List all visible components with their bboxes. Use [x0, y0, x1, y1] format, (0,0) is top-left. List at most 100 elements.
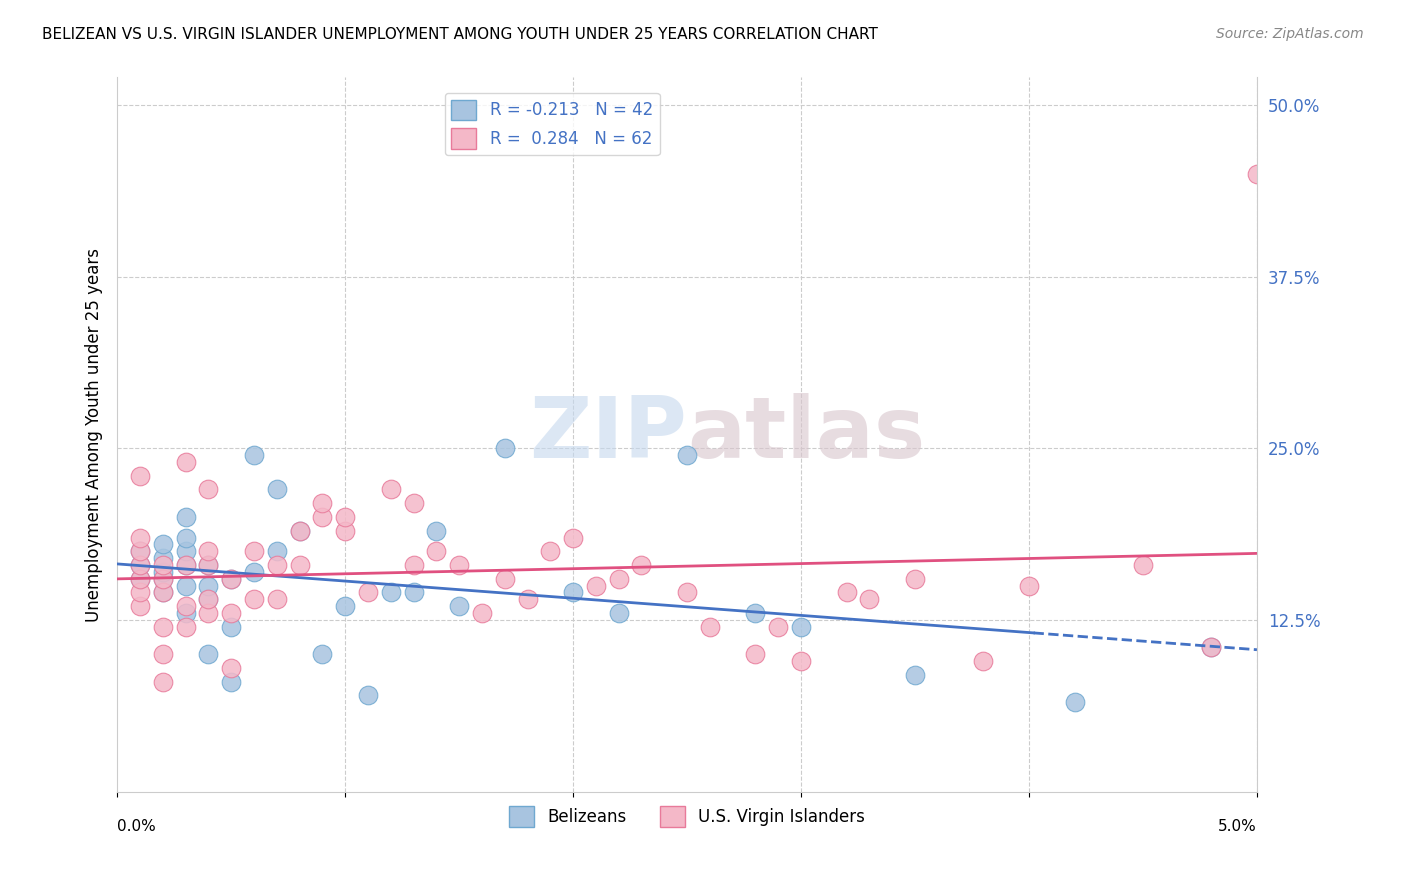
Text: 0.0%: 0.0% [117, 819, 156, 834]
Point [768, 620, 790, 634]
Point [219, 661, 242, 675]
Point [243, 592, 266, 607]
Point [243, 448, 266, 462]
Point [219, 606, 242, 620]
Point [152, 674, 174, 689]
Point [243, 565, 266, 579]
Point [243, 544, 266, 558]
Point [152, 572, 174, 586]
Point [357, 689, 380, 703]
Point [174, 455, 197, 469]
Point [129, 544, 152, 558]
Point [197, 592, 219, 607]
Point [152, 647, 174, 661]
Point [1201, 640, 1223, 655]
Point [129, 468, 152, 483]
Point [676, 585, 699, 599]
Point [197, 558, 219, 572]
Point [790, 620, 813, 634]
Point [333, 599, 356, 614]
Point [494, 572, 516, 586]
Point [197, 558, 219, 572]
Point [494, 442, 516, 456]
Point [174, 579, 197, 593]
Point [1063, 695, 1085, 709]
Point [129, 572, 152, 586]
Point [174, 558, 197, 572]
Text: Source: ZipAtlas.com: Source: ZipAtlas.com [1216, 27, 1364, 41]
Point [197, 579, 219, 593]
Point [449, 558, 471, 572]
Point [197, 647, 219, 661]
Point [585, 579, 607, 593]
Point [516, 592, 538, 607]
Point [288, 524, 311, 538]
Point [152, 558, 174, 572]
Point [219, 674, 242, 689]
Point [174, 510, 197, 524]
Point [858, 592, 880, 607]
Point [380, 483, 402, 497]
Point [471, 606, 494, 620]
Point [402, 585, 425, 599]
Point [174, 606, 197, 620]
Point [197, 544, 219, 558]
Point [744, 606, 766, 620]
Point [288, 524, 311, 538]
Point [333, 524, 356, 538]
Point [174, 558, 197, 572]
Point [380, 585, 402, 599]
Point [1201, 640, 1223, 655]
Point [197, 592, 219, 607]
Point [129, 544, 152, 558]
Point [402, 558, 425, 572]
Point [562, 585, 585, 599]
Point [333, 510, 356, 524]
Point [904, 572, 927, 586]
Point [790, 654, 813, 668]
Point [402, 496, 425, 510]
Text: BELIZEAN VS U.S. VIRGIN ISLANDER UNEMPLOYMENT AMONG YOUTH UNDER 25 YEARS CORRELA: BELIZEAN VS U.S. VIRGIN ISLANDER UNEMPLO… [42, 27, 879, 42]
Point [676, 448, 699, 462]
Point [699, 620, 721, 634]
Point [219, 572, 242, 586]
Point [174, 620, 197, 634]
Point [174, 544, 197, 558]
Point [129, 572, 152, 586]
Point [129, 585, 152, 599]
Point [311, 647, 333, 661]
Point [1018, 579, 1040, 593]
Point [425, 544, 447, 558]
Point [197, 606, 219, 620]
Point [311, 496, 333, 510]
Point [288, 558, 311, 572]
Text: ZIP: ZIP [529, 393, 688, 476]
Point [562, 531, 585, 545]
Point [538, 544, 561, 558]
Point [219, 620, 242, 634]
Point [1132, 558, 1154, 572]
Point [607, 572, 630, 586]
Point [607, 606, 630, 620]
Point [449, 599, 471, 614]
Y-axis label: Unemployment Among Youth under 25 years: Unemployment Among Youth under 25 years [86, 248, 103, 622]
Point [129, 558, 152, 572]
Point [152, 565, 174, 579]
Point [152, 572, 174, 586]
Point [744, 647, 766, 661]
Point [904, 668, 927, 682]
Point [630, 558, 652, 572]
Point [266, 483, 288, 497]
Point [152, 620, 174, 634]
Point [129, 558, 152, 572]
Text: 5.0%: 5.0% [1218, 819, 1257, 834]
Point [174, 599, 197, 614]
Point [152, 551, 174, 566]
Point [972, 654, 994, 668]
Point [311, 510, 333, 524]
Point [266, 544, 288, 558]
Point [357, 585, 380, 599]
Point [197, 483, 219, 497]
Point [266, 592, 288, 607]
Point [266, 558, 288, 572]
